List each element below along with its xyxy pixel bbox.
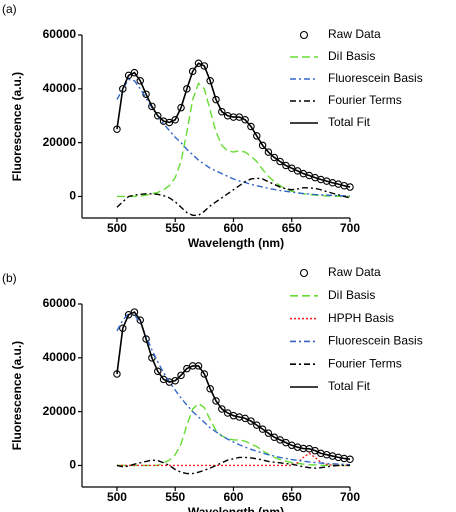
legend-label: Fluorescein Basis [328, 334, 423, 348]
legend-marker [299, 268, 309, 278]
legend-label: Fourier Terms [328, 93, 402, 107]
legend-label: HPPH Basis [328, 311, 394, 325]
y-tick-label: 20000 [43, 404, 77, 418]
y-axis-title: Fluorescence (a.u.) [10, 72, 24, 181]
data-point [212, 397, 220, 405]
data-point [130, 68, 139, 77]
x-tick-label: 700 [340, 490, 360, 504]
legend-label: Raw Data [328, 27, 381, 41]
data-point [200, 62, 209, 70]
data-point [218, 107, 226, 116]
data-point [177, 371, 185, 380]
y-tick-label: 20000 [43, 135, 77, 149]
x-tick-label: 600 [223, 221, 243, 235]
data-point [264, 429, 273, 437]
y-tick-label: 0 [69, 189, 76, 203]
legend-label: DiI Basis [328, 288, 375, 302]
data-point [218, 405, 226, 413]
data-point [276, 436, 284, 444]
data-point [124, 71, 133, 80]
x-tick-label: 550 [165, 490, 185, 504]
panel-label: (a) [2, 2, 17, 16]
legend-label: Total Fit [328, 379, 371, 393]
panel-label: (b) [2, 271, 17, 285]
data-point [287, 164, 296, 172]
legend-label: Fluorescein Basis [328, 71, 423, 85]
data-point [247, 122, 255, 131]
data-point [188, 67, 197, 76]
data-point [293, 167, 302, 175]
data-point [136, 77, 145, 85]
legend-label: DiI Basis [328, 49, 375, 63]
y-tick-label: 60000 [43, 27, 77, 41]
series-line [116, 311, 351, 461]
series-line [116, 177, 351, 217]
x-tick-label: 700 [340, 221, 360, 235]
series-line [116, 312, 351, 466]
x-tick-label: 600 [223, 490, 243, 504]
data-point [194, 59, 203, 68]
series-line [116, 402, 350, 467]
data-point [258, 425, 267, 433]
x-tick-label: 650 [282, 221, 302, 235]
data-point [206, 385, 214, 393]
data-point [153, 367, 162, 376]
y-tick-label: 0 [69, 458, 76, 472]
x-axis-title: Wavelength (nm) [188, 505, 284, 512]
x-axis-title: Wavelength (nm) [188, 236, 284, 250]
data-point [183, 85, 191, 93]
data-point [253, 421, 261, 429]
series-line [116, 78, 350, 197]
series-line [116, 82, 350, 198]
data-point [206, 77, 214, 85]
series-line [116, 452, 350, 467]
x-tick-label: 500 [107, 221, 127, 235]
data-point [153, 111, 162, 120]
data-point [200, 370, 209, 378]
x-tick-label: 550 [165, 221, 185, 235]
data-point [130, 308, 139, 316]
data-point [282, 161, 290, 170]
series-line [116, 62, 351, 188]
legend-label: Fourier Terms [328, 356, 402, 370]
data-point [183, 364, 191, 373]
data-point [311, 446, 319, 455]
data-point [258, 141, 267, 150]
data-point [159, 375, 168, 384]
y-tick-label: 60000 [43, 296, 77, 310]
legend-marker [299, 30, 309, 40]
y-tick-label: 40000 [43, 350, 77, 364]
legend-label: Raw Data [328, 265, 381, 279]
y-axis-title: Fluorescence (a.u.) [10, 341, 24, 450]
data-point [241, 116, 249, 124]
x-tick-label: 500 [107, 490, 127, 504]
data-point [270, 153, 279, 162]
data-point [177, 103, 185, 112]
data-point [264, 148, 273, 156]
data-point [223, 409, 232, 417]
x-tick-label: 650 [282, 490, 302, 504]
data-point [247, 417, 255, 425]
data-point [282, 438, 290, 447]
data-point [212, 95, 220, 104]
y-tick-label: 40000 [43, 81, 77, 95]
data-point [270, 433, 279, 441]
data-point [171, 116, 179, 124]
legend-label: Total Fit [328, 115, 371, 129]
data-point [148, 102, 156, 111]
data-point [276, 157, 284, 166]
data-point [253, 132, 261, 140]
